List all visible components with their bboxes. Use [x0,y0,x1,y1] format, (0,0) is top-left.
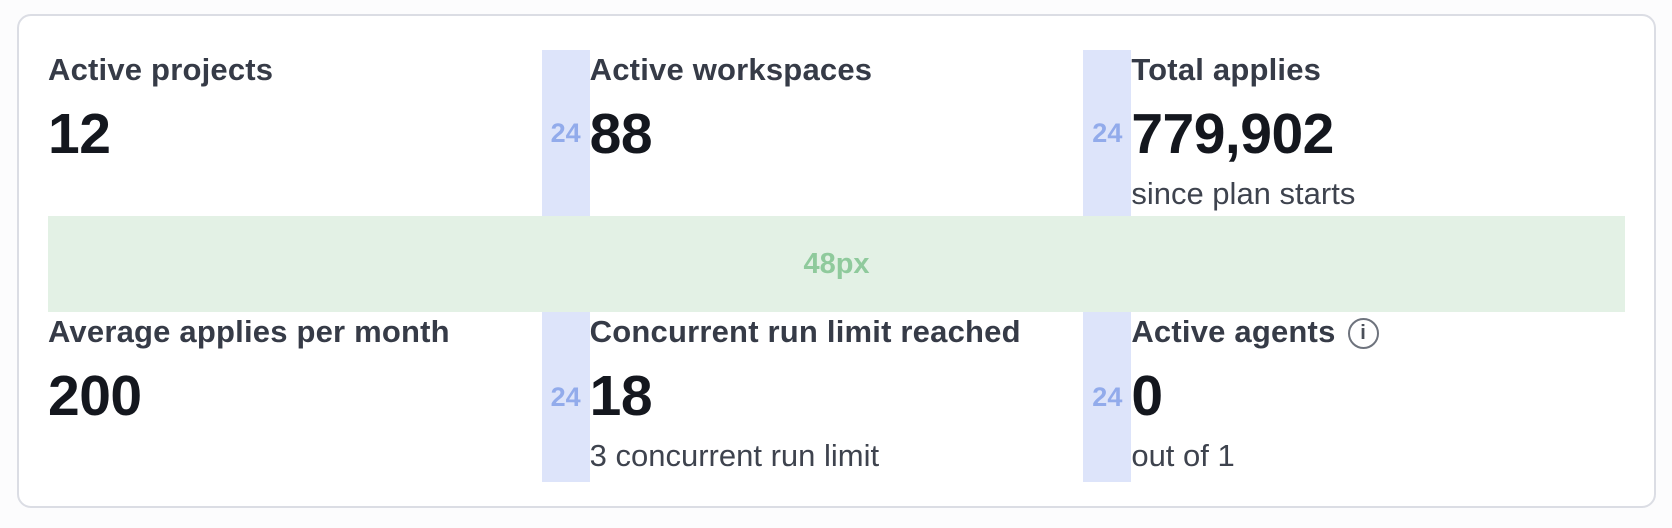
stat-total-applies: Total applies 779,902 since plan starts [1131,50,1625,216]
stat-subtitle: out of 1 [1131,438,1235,473]
stat-value: 12 [48,102,111,166]
stat-value: 0 [1131,364,1163,428]
stat-active-agents: Active agents i 0 out of 1 [1131,312,1625,482]
stat-subtitle: 3 concurrent run limit [589,438,880,473]
stat-average-applies-per-month: Average applies per month 200 [48,312,542,482]
column-gap-label: 24 [1092,381,1123,412]
stat-concurrent-run-limit-reached: Concurrent run limit reached 18 3 concur… [590,312,1084,482]
stat-value: 779,902 [1131,102,1334,166]
stat-label: Active projects [48,52,274,87]
stat-value: 200 [48,364,142,428]
row-gap-label: 48px [803,247,870,280]
column-spacing-annotation: 24 [541,50,590,216]
column-spacing-annotation: 24 [541,312,590,482]
stat-label: Total applies [1131,52,1322,87]
column-spacing-annotation: 24 [1083,312,1132,482]
stat-value: 88 [589,102,653,166]
column-gap-label: 24 [1092,117,1123,148]
stat-subtitle: since plan starts [1131,176,1356,211]
stat-label: Average applies per month [48,314,450,349]
stat-active-projects: Active projects 12 [48,50,542,216]
info-icon[interactable]: i [1347,317,1379,349]
stat-label: Active workspaces [589,52,873,87]
usage-stats-card: Active projects 12 24 Active workspaces … [17,14,1656,508]
column-gap-label: 24 [550,117,581,148]
row-spacing-annotation: 48px [48,216,1625,312]
stat-value: 18 [589,364,653,428]
column-spacing-annotation: 24 [1083,50,1132,216]
stats-row-bottom: Average applies per month 200 24 Concurr… [48,312,1625,482]
stat-active-workspaces: Active workspaces 88 [590,50,1084,216]
column-gap-label: 24 [550,381,581,412]
stats-grid: Active projects 12 24 Active workspaces … [48,50,1625,482]
stats-row-top: Active projects 12 24 Active workspaces … [48,50,1625,216]
stat-label: Concurrent run limit reached [589,314,1021,349]
stat-label: Active agents [1131,314,1336,349]
